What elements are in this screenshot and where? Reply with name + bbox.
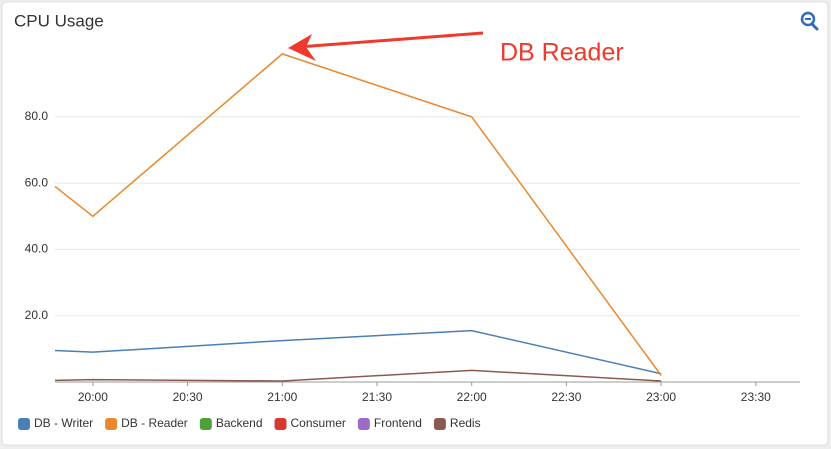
- zoom-icon[interactable]: [800, 11, 819, 31]
- y-tick-label: 60.0: [25, 175, 49, 189]
- legend-label: DB - Writer: [34, 416, 93, 430]
- legend-label: Redis: [450, 416, 481, 430]
- legend-swatch: [357, 418, 370, 430]
- legend-item[interactable]: Consumer: [274, 416, 346, 430]
- series-line: [54, 369, 662, 382]
- legend-label: Backend: [216, 416, 263, 430]
- y-tick-label: 40.0: [25, 242, 49, 256]
- legend-item[interactable]: Redis: [433, 416, 481, 430]
- y-tick-label: 80.0: [25, 109, 49, 123]
- series-line: [54, 53, 662, 376]
- series-line: [54, 329, 662, 375]
- legend-swatch: [18, 418, 30, 430]
- legend-swatch: [433, 418, 446, 430]
- annotation: DB Reader: [500, 39, 624, 67]
- x-tick-label: 20:00: [78, 390, 108, 404]
- legend-label: Consumer: [291, 416, 346, 430]
- x-tick-label: 23:30: [741, 390, 771, 404]
- legend-label: DB - Reader: [121, 416, 188, 430]
- x-tick-label: 21:00: [267, 390, 297, 404]
- x-tick-label: 22:00: [457, 390, 487, 404]
- x-tick-label: 22:30: [551, 390, 581, 404]
- legend-swatch: [199, 418, 212, 430]
- x-tick-label: 23:00: [646, 390, 676, 404]
- legend-item[interactable]: Backend: [199, 416, 263, 430]
- legend-item[interactable]: DB - Reader: [105, 416, 188, 430]
- chart-title: CPU Usage: [14, 11, 104, 30]
- legend-swatch: [105, 418, 118, 430]
- x-tick-label: 20:30: [173, 390, 203, 404]
- x-tick-label: 21:30: [362, 390, 392, 404]
- legend-label: Frontend: [374, 416, 422, 430]
- legend-item[interactable]: DB - Writer: [18, 416, 93, 430]
- y-tick-label: 20.0: [25, 308, 49, 322]
- legend-item[interactable]: Frontend: [357, 416, 422, 430]
- annotation-arrow: [288, 31, 484, 61]
- legend-swatch: [274, 418, 287, 430]
